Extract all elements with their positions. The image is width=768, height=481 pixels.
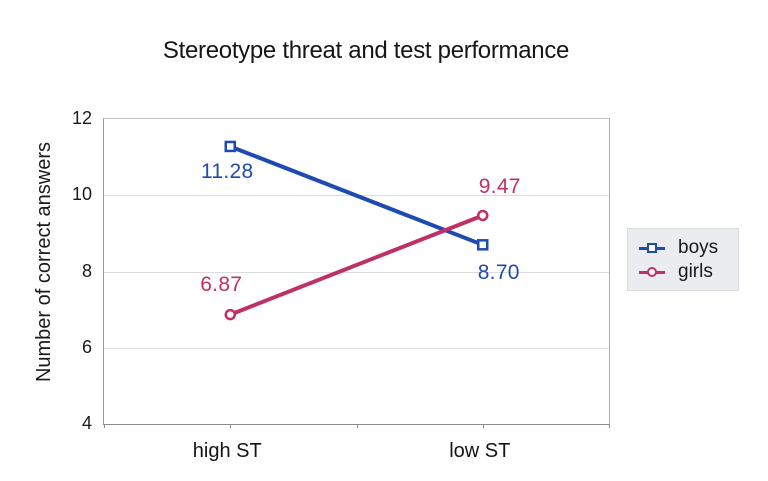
legend-item-girls: girls (639, 260, 738, 284)
plot-area (103, 118, 610, 428)
x-axis-tick (609, 424, 610, 428)
y-tick-label-4: 4 (81, 413, 92, 433)
value-label-girls-high ST: 6.87 (200, 272, 243, 296)
series-line-boys (229, 144, 484, 247)
x-axis-tick (356, 424, 358, 428)
data-point-marker-boys-high ST (224, 140, 236, 153)
series-line-girls (229, 213, 484, 317)
x-axis-tick (104, 424, 105, 428)
x-axis-tick (482, 424, 484, 428)
value-label-boys-high ST: 11.28 (201, 160, 254, 184)
data-point-marker-boys-low ST (477, 239, 489, 251)
x-category-label-high-ST: high ST (192, 440, 262, 462)
legend: boys girls (627, 228, 739, 291)
legend-square-marker-icon (639, 240, 665, 256)
legend-label-boys: boys (678, 237, 719, 258)
x-axis-tick (230, 424, 232, 428)
legend-item-boys: boys (639, 236, 738, 260)
data-point-marker-girls-low ST (477, 209, 489, 222)
value-label-boys-low ST: 8.70 (477, 260, 520, 284)
x-category-label-low-ST: low ST (449, 440, 511, 462)
y-tick-label-10: 10 (71, 184, 92, 205)
chart-title: Stereotype threat and test performance (162, 37, 570, 64)
data-point-marker-girls-high ST (224, 308, 236, 321)
legend-label-girls: girls (678, 261, 713, 282)
series-layer (224, 140, 489, 321)
y-tick-label-6: 6 (81, 336, 92, 357)
y-tick-label-12: 12 (71, 108, 92, 128)
legend-marker-shape (647, 267, 657, 277)
gridline-y-6 (104, 347, 609, 349)
gridline-y-8 (104, 271, 609, 273)
legend-marker-shape (647, 243, 657, 253)
legend-circle-marker-icon (639, 264, 665, 280)
value-label-girls-low ST: 9.47 (478, 175, 521, 199)
y-tick-label-8: 8 (81, 260, 92, 281)
